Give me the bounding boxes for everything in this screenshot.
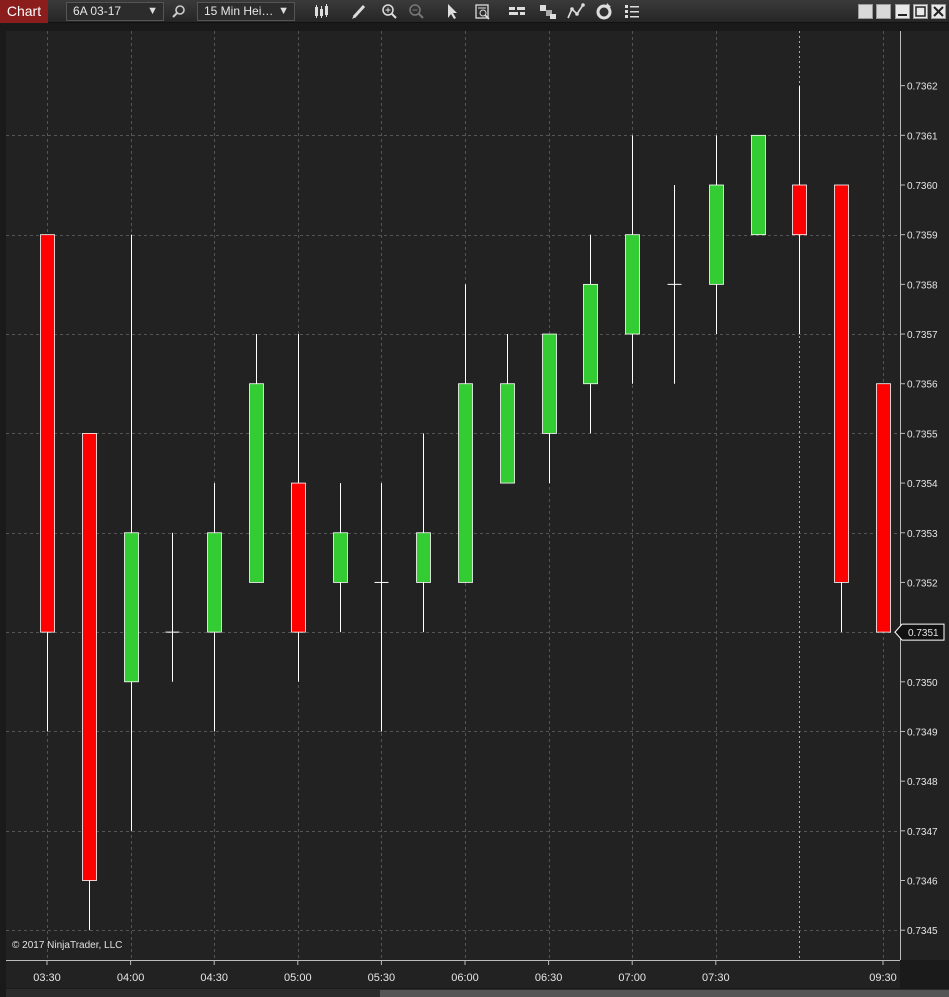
restore-tile-icon[interactable]	[876, 4, 891, 19]
candle-up	[249, 383, 264, 583]
candle-down	[40, 234, 55, 633]
time-tick-label: 06:30	[535, 972, 563, 984]
chart-panel[interactable]	[6, 31, 900, 960]
price-tick-label: 0.7347	[907, 827, 938, 838]
candle-up	[583, 283, 598, 385]
instrument-selector[interactable]: 6A 03-17 ▼	[66, 2, 164, 21]
tile-window-icon[interactable]	[858, 4, 873, 19]
time-tick-label: 04:00	[117, 972, 145, 984]
data-box-icon[interactable]	[473, 2, 493, 21]
price-axis[interactable]	[900, 31, 949, 960]
pointer-icon[interactable]	[442, 2, 462, 21]
price-tick-label: 0.7354	[907, 479, 938, 490]
properties-icon[interactable]	[622, 2, 642, 21]
interval-selector[interactable]: 15 Min Hei… ▼	[197, 2, 295, 21]
copyright-label: © 2017 NinjaTrader, LLC	[12, 940, 123, 951]
time-axis[interactable]	[6, 960, 900, 988]
candle-down	[291, 482, 306, 633]
candle-down	[82, 433, 97, 881]
candle-up	[458, 383, 473, 583]
price-tick-label: 0.7360	[907, 181, 938, 192]
scrollbar-thumb[interactable]	[380, 990, 949, 997]
price-tick-label: 0.7349	[907, 727, 938, 738]
candle-up	[500, 383, 515, 484]
current-price-label: 0.7351	[908, 628, 939, 639]
grid-lines	[6, 31, 900, 960]
candle-down	[876, 383, 891, 633]
search-icon[interactable]	[169, 2, 189, 21]
time-tick-label: 03:30	[33, 972, 61, 984]
price-tick-label: 0.7352	[907, 578, 938, 589]
candle-up	[625, 234, 640, 335]
candle-up	[124, 532, 139, 683]
time-tick-label: 07:00	[618, 972, 646, 984]
chevron-down-icon: ▼	[147, 5, 158, 17]
candle-up	[751, 134, 766, 236]
maximize-icon[interactable]	[913, 4, 928, 19]
minimize-icon[interactable]	[895, 4, 910, 19]
time-tick-label: 05:00	[284, 972, 312, 984]
price-tick-label: 0.7355	[907, 429, 938, 440]
time-tick-label: 06:00	[451, 972, 479, 984]
candle-down	[792, 184, 807, 236]
candles	[40, 85, 891, 931]
instrument-label: 6A 03-17	[73, 4, 122, 18]
chart-toolbar: Chart 6A 03-17 ▼ 15 Min Hei… ▼	[0, 0, 949, 23]
order-panel-icon[interactable]	[507, 2, 527, 21]
candle-up	[416, 532, 431, 583]
zoom-in-icon[interactable]	[380, 2, 400, 21]
indicators-icon[interactable]	[566, 2, 586, 21]
price-tick-label: 0.7345	[907, 926, 938, 937]
chart-tab[interactable]: Chart	[0, 0, 48, 23]
price-tick-label: 0.7361	[907, 131, 938, 142]
close-icon[interactable]	[931, 4, 946, 19]
time-tick-label: 09:30	[869, 972, 897, 984]
axis-labels: 0.7345 0.7346 0.7347 0.7348 0.7349 0.7350 0.73…	[33, 82, 945, 984]
price-tick-label: 0.7346	[907, 877, 938, 888]
price-tick-label: 0.7350	[907, 678, 938, 689]
price-tick-label: 0.7362	[907, 82, 938, 93]
candle-up	[333, 532, 348, 583]
price-tick-label: 0.7357	[907, 330, 938, 341]
candle-up	[207, 532, 222, 633]
time-tick-label: 04:30	[200, 972, 228, 984]
reload-icon[interactable]	[594, 2, 614, 21]
current-price-marker	[894, 623, 945, 641]
bar-type-icon[interactable]	[311, 2, 331, 21]
time-tick-label: 05:30	[368, 972, 396, 984]
candle-down	[834, 184, 849, 583]
time-tick-label: 07:30	[702, 972, 730, 984]
chevron-down-icon: ▼	[278, 5, 289, 17]
candle-up	[709, 184, 724, 285]
price-tick-label: 0.7356	[907, 380, 938, 391]
strategies-icon[interactable]	[538, 2, 558, 21]
candle-up	[542, 333, 557, 434]
price-tick-label: 0.7353	[907, 529, 938, 540]
interval-label: 15 Min Hei…	[204, 4, 274, 18]
price-tick-label: 0.7359	[907, 231, 938, 242]
price-tick-label: 0.7358	[907, 280, 938, 291]
drawing-pencil-icon[interactable]	[349, 2, 369, 21]
price-tick-label: 0.7348	[907, 777, 938, 788]
zoom-out-icon[interactable]	[407, 2, 427, 21]
